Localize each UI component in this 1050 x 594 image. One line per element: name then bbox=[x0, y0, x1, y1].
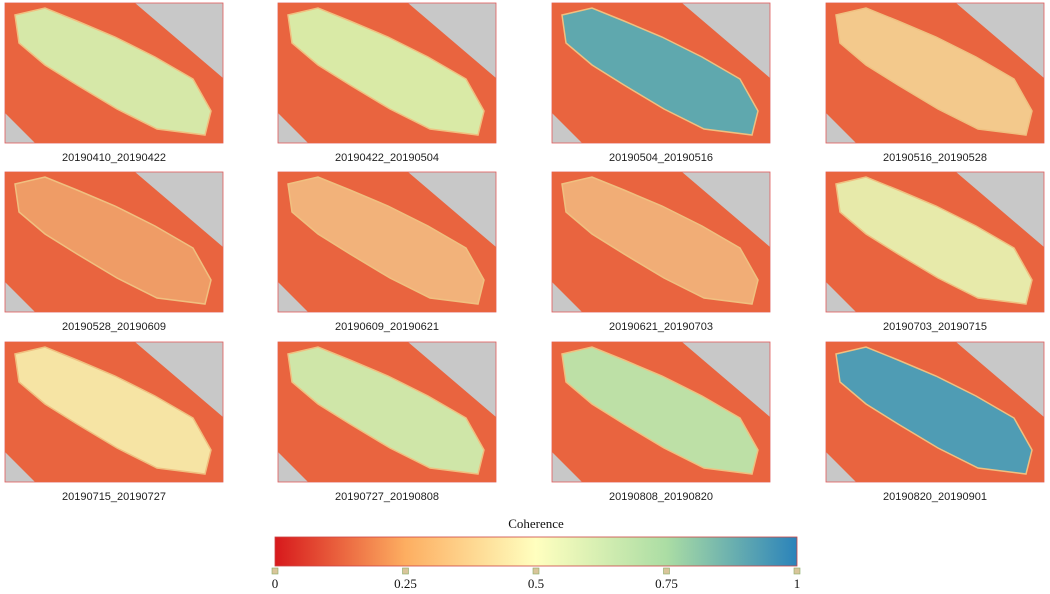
coherence-area bbox=[561, 346, 759, 475]
panel: 20190727_20190808 bbox=[277, 341, 497, 503]
panel: 20190808_20190820 bbox=[551, 341, 771, 503]
panel-label: 20190820_20190901 bbox=[883, 491, 987, 503]
panel-label: 20190727_20190808 bbox=[335, 491, 439, 503]
panel-label: 20190715_20190727 bbox=[62, 491, 166, 503]
panel-label: 20190703_20190715 bbox=[883, 321, 987, 333]
colorbar bbox=[274, 536, 798, 567]
coherence-area bbox=[561, 176, 759, 305]
tick-mark bbox=[663, 567, 670, 575]
panel-label: 20190516_20190528 bbox=[883, 152, 987, 164]
tick-mark bbox=[793, 567, 801, 575]
tick-label: 0.25 bbox=[394, 576, 417, 591]
panel: 20190715_20190727 bbox=[4, 341, 224, 503]
tick-mark bbox=[271, 567, 279, 575]
panel-label: 20190410_20190422 bbox=[62, 152, 166, 164]
tick-mark bbox=[532, 567, 540, 575]
tick-label: 1 bbox=[794, 576, 801, 591]
panel-label: 20190621_20190703 bbox=[609, 321, 713, 333]
coherence-area bbox=[561, 7, 759, 136]
panel: 20190422_20190504 bbox=[277, 2, 497, 164]
coherence-area bbox=[835, 176, 1033, 305]
panel-label: 20190528_20190609 bbox=[62, 321, 166, 333]
coherence-area bbox=[287, 7, 485, 136]
panel-label: 20190808_20190820 bbox=[609, 491, 713, 503]
tick-label: 0.5 bbox=[528, 576, 544, 591]
colorbar-title: Coherence bbox=[508, 516, 564, 531]
panel-label: 20190422_20190504 bbox=[335, 152, 439, 164]
panel: 20190609_20190621 bbox=[277, 171, 497, 333]
panel-label: 20190504_20190516 bbox=[609, 152, 713, 164]
tick-label: 0.75 bbox=[655, 576, 678, 591]
panel: 20190528_20190609 bbox=[4, 171, 224, 333]
panel: 20190703_20190715 bbox=[825, 171, 1045, 333]
panel: 20190621_20190703 bbox=[551, 171, 771, 333]
coherence-area bbox=[835, 346, 1033, 475]
tick-mark bbox=[402, 567, 409, 575]
coherence-area bbox=[835, 7, 1033, 136]
panel: 20190820_20190901 bbox=[825, 341, 1045, 503]
tick-label: 0 bbox=[272, 576, 279, 591]
panel: 20190410_20190422 bbox=[4, 2, 224, 164]
coherence-area bbox=[287, 346, 485, 475]
panel: 20190516_20190528 bbox=[825, 2, 1045, 164]
coherence-area bbox=[14, 176, 212, 305]
panel: 20190504_20190516 bbox=[551, 2, 771, 164]
coherence-area bbox=[287, 176, 485, 305]
coherence-area bbox=[14, 346, 212, 475]
panel-label: 20190609_20190621 bbox=[335, 321, 439, 333]
coherence-area bbox=[14, 7, 212, 136]
